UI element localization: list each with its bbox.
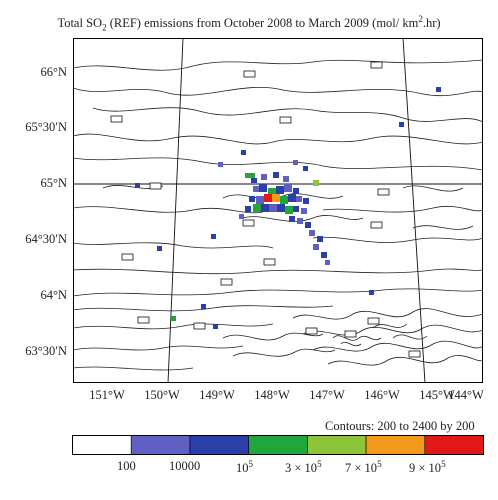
colorbar-segment xyxy=(130,435,191,455)
colorbar-segment xyxy=(248,435,308,455)
lat-label-63-30n: 63°30′N xyxy=(25,344,67,358)
lon-label-146w: 146°W xyxy=(364,388,400,402)
colorbar-label-9e5: 9 × 105 xyxy=(409,459,446,476)
colorbar-segment xyxy=(72,435,132,455)
colorbar-label-7e5: 7 × 105 xyxy=(345,459,382,476)
lat-label-65-30n: 65°30′N xyxy=(25,120,67,134)
contour-lines xyxy=(73,59,483,371)
colorbar-label-100: 100 xyxy=(117,459,136,473)
graticule xyxy=(73,38,483,383)
lat-label-66n: 66°N xyxy=(40,65,67,79)
emission-cells xyxy=(135,87,441,329)
lon-label-151w: 151°W xyxy=(89,388,125,402)
lat-label-64-30n: 64°30′N xyxy=(25,232,67,246)
colorbar-segment xyxy=(365,435,426,455)
colorbar xyxy=(72,435,484,455)
map-plot xyxy=(73,38,483,383)
colorbar-segment xyxy=(189,435,249,455)
lon-label-147w: 147°W xyxy=(309,388,345,402)
colorbar-segment xyxy=(424,435,484,455)
lon-label-144w: 144°W xyxy=(448,388,484,402)
lat-label-64n: 64°N xyxy=(40,288,67,302)
lon-label-149w: 149°W xyxy=(199,388,235,402)
contours-note: Contours: 200 to 2400 by 200 xyxy=(325,419,475,433)
colorbar-segment xyxy=(307,435,367,455)
colorbar-label-3e5: 3 × 105 xyxy=(285,459,322,476)
station-markers xyxy=(110,61,421,358)
lon-label-148w: 148°W xyxy=(254,388,290,402)
lon-label-150w: 150°W xyxy=(144,388,180,402)
colorbar-label-10000: 10000 xyxy=(169,459,201,473)
map-title: Total SO2 (REF) emissions from October 2… xyxy=(57,14,441,33)
lon-label-145w: 145°W xyxy=(419,388,455,402)
lat-label-65n: 65°N xyxy=(40,176,67,190)
colorbar-label-1e5: 105 xyxy=(236,459,253,476)
